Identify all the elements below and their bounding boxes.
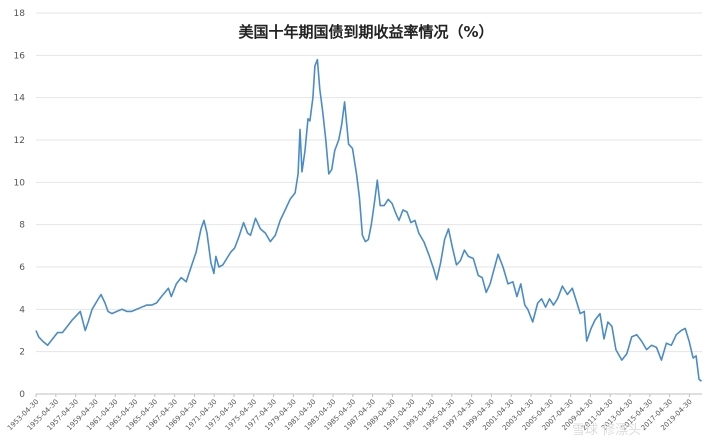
watermark: 雪球 修漂头 <box>572 422 641 438</box>
y-tick-label: 18 <box>14 9 26 19</box>
y-tick-label: 4 <box>19 305 25 315</box>
grid-lines <box>36 12 702 395</box>
chart-title: 美国十年期国债到期收益率情况（%） <box>238 23 493 41</box>
y-tick-label: 8 <box>19 221 25 231</box>
y-axis: 0 2 4 6 8 10 12 14 16 18 <box>14 9 26 400</box>
y-tick-label: 6 <box>19 263 25 273</box>
y-tick-label: 2 <box>19 348 25 358</box>
y-tick-label: 16 <box>14 51 26 61</box>
y-tick-label: 14 <box>14 94 26 104</box>
y-tick-label: 10 <box>14 178 26 188</box>
series-line <box>35 58 703 382</box>
y-tick-label: 12 <box>14 136 25 146</box>
y-tick-label: 0 <box>19 390 25 400</box>
